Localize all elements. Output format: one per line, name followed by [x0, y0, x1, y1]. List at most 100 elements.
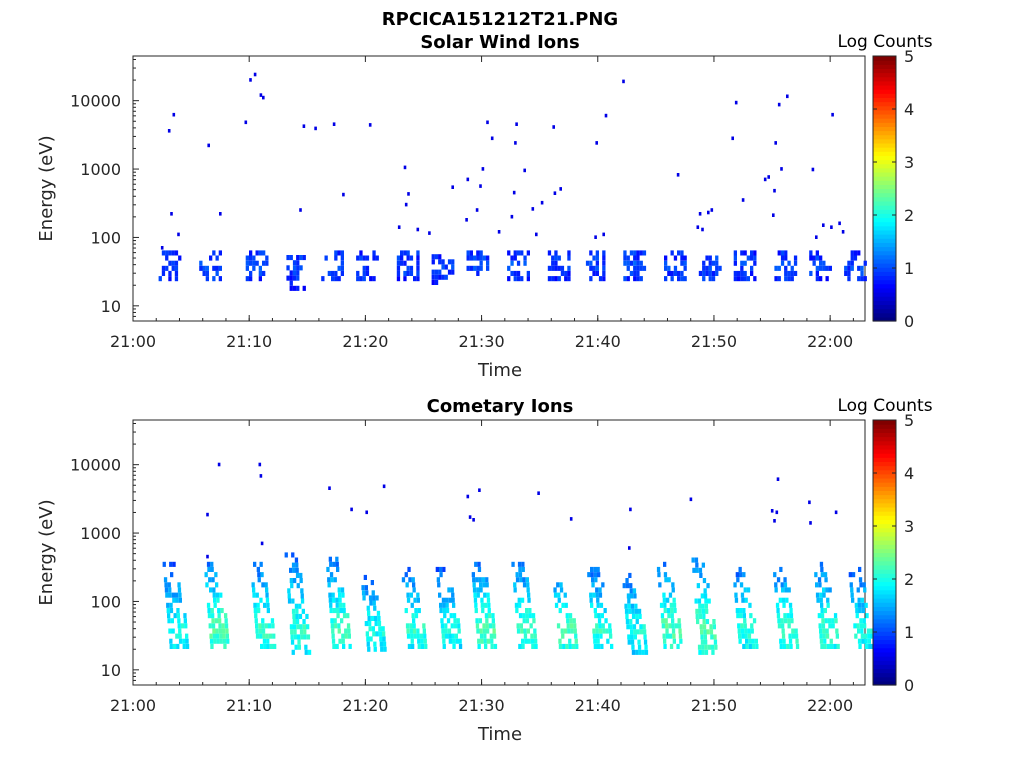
heat-cell	[527, 597, 531, 603]
heat-cell	[782, 597, 786, 603]
colorbar-segment	[873, 304, 896, 310]
heat-cell	[819, 592, 823, 598]
heat-cell	[781, 587, 785, 593]
heat-cell	[263, 602, 267, 608]
colorbar-frame	[872, 55, 897, 322]
heat-cell	[366, 636, 370, 642]
heat-cell	[165, 265, 169, 271]
count-point	[510, 214, 514, 219]
heat-cell	[705, 608, 709, 614]
heat-cell	[592, 270, 596, 276]
heat-cell	[866, 628, 871, 634]
heat-cell	[751, 643, 756, 649]
heat-cell	[177, 587, 182, 593]
heat-cell	[442, 566, 446, 572]
heat-cell	[215, 628, 219, 634]
colorbar-segment	[873, 511, 896, 516]
heat-cell	[666, 608, 671, 614]
heat-cell	[257, 577, 261, 583]
heat-cell	[439, 572, 443, 578]
heat-cell	[331, 628, 335, 634]
heat-cell	[255, 250, 259, 256]
colorbar-segment	[873, 668, 896, 674]
heat-cell	[671, 628, 676, 634]
heat-cell	[626, 593, 631, 599]
x-tick-label: 21:10	[226, 696, 272, 715]
colorbar-segment	[873, 482, 896, 487]
heat-cell	[299, 572, 303, 578]
count-point	[302, 124, 306, 128]
heat-cell	[369, 636, 373, 642]
colorbar-segment	[873, 469, 896, 475]
heat-cell	[627, 634, 631, 640]
heat-cell	[213, 597, 217, 603]
heat-cell	[249, 260, 253, 266]
heat-cell	[515, 608, 519, 614]
heat-cell	[787, 587, 791, 593]
heat-cell	[445, 608, 450, 614]
panel-2: 21:00 21:10 21:20 21:30 21:40 21:50 22:0010100…	[36, 396, 933, 745]
heat-cell	[780, 618, 784, 624]
heat-cell	[735, 572, 739, 578]
heat-cell	[359, 276, 363, 282]
heat-cell	[670, 250, 674, 256]
count-point	[314, 126, 317, 131]
count-point	[622, 79, 625, 84]
heat-cell	[210, 566, 214, 572]
heat-cell	[870, 633, 874, 639]
heat-cell	[669, 633, 673, 639]
heat-cell	[473, 265, 477, 271]
heat-cell	[598, 592, 603, 598]
heat-cell	[750, 255, 754, 261]
heat-cell	[329, 608, 333, 614]
heat-cell	[205, 276, 209, 282]
heat-cell	[714, 644, 718, 650]
heat-cell	[644, 644, 648, 650]
heat-cell	[783, 613, 787, 619]
heat-cell	[409, 255, 414, 261]
heat-cell	[856, 623, 860, 629]
heat-cell	[823, 608, 827, 614]
heat-cell	[209, 255, 213, 261]
heat-cell	[441, 264, 445, 270]
heat-cell	[860, 633, 864, 639]
colorbar-segment	[873, 540, 896, 545]
heat-cell	[265, 587, 269, 593]
heat-cell	[361, 590, 366, 596]
heat-cell	[737, 270, 741, 276]
heat-cell	[473, 597, 478, 603]
heat-cell	[604, 618, 608, 624]
heat-cell	[333, 623, 338, 629]
heat-cell	[299, 265, 303, 271]
burst-5	[321, 250, 344, 282]
heat-cell	[573, 628, 577, 634]
heat-cell	[643, 639, 648, 645]
heat-cell	[356, 255, 360, 261]
heat-cell	[755, 643, 759, 649]
heat-cell	[788, 633, 792, 639]
heat-cell	[858, 577, 863, 583]
heat-cell	[519, 623, 523, 629]
heat-cell	[587, 572, 591, 578]
heat-cell	[734, 597, 739, 603]
heat-cell	[302, 255, 306, 261]
heat-cell	[733, 255, 737, 261]
heat-cell	[642, 265, 647, 271]
heat-cell	[413, 597, 417, 603]
heat-cell	[265, 633, 269, 639]
heat-cell	[698, 567, 703, 573]
heat-cell	[486, 592, 490, 598]
heat-cell	[526, 250, 530, 256]
heat-cell	[182, 638, 186, 644]
heat-cell	[178, 638, 183, 644]
heat-cell	[381, 626, 385, 632]
heat-cell	[790, 618, 794, 624]
heat-cell	[329, 602, 333, 608]
heat-cell	[746, 276, 750, 282]
heat-cell	[210, 561, 214, 567]
heat-cell	[370, 580, 374, 586]
count-point	[780, 167, 783, 171]
heat-cell	[673, 608, 677, 614]
heat-cell	[342, 613, 347, 619]
heat-cell	[795, 638, 799, 644]
